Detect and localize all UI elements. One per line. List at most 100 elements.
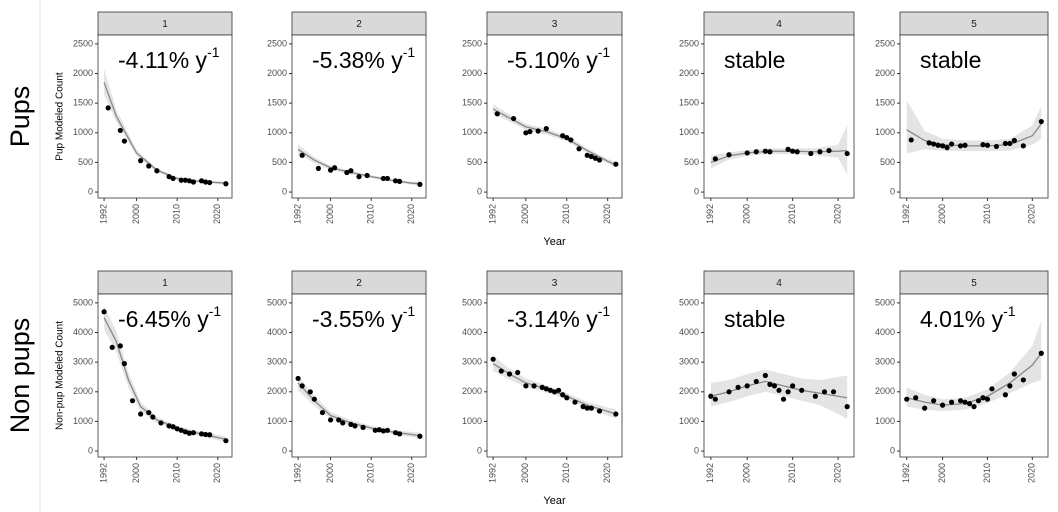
y-tick-label: 1000 [267, 416, 287, 426]
y-tick-label: 2000 [679, 386, 699, 396]
data-point [203, 179, 209, 185]
data-point [397, 431, 403, 437]
annotation-text: -4.11% y [118, 47, 208, 73]
data-point [174, 426, 180, 432]
y-tick-label: 1000 [875, 416, 895, 426]
y-tick-label: 5000 [462, 297, 482, 307]
strip-label: 5 [971, 278, 977, 289]
annotation: -4.11% y-1 [118, 44, 220, 73]
x-tick-label: 2020 [212, 204, 222, 224]
data-point [364, 172, 370, 179]
y-tick-label: 2000 [267, 68, 287, 78]
data-point [948, 141, 955, 147]
annotation-text: stable [724, 47, 785, 73]
data-point [613, 161, 619, 167]
x-tick-label: 2010 [982, 204, 992, 224]
x-tick-label: 2010 [366, 204, 376, 224]
y-tick-label: 1000 [462, 416, 482, 426]
panel [291, 34, 427, 199]
annotation-text: -5.10% y [507, 47, 598, 73]
data-point [592, 155, 599, 161]
data-point [830, 389, 837, 395]
data-point [780, 396, 787, 402]
confidence-band [710, 125, 848, 175]
data-point [966, 401, 973, 407]
x-tick-label: 1992 [488, 463, 498, 483]
data-point [572, 399, 578, 405]
data-point [190, 430, 197, 436]
y-axis-label: Non-pup Modeled Count [55, 321, 66, 430]
annotation: -5.10% y-1 [507, 44, 610, 73]
data-point [771, 383, 778, 389]
data-point [808, 150, 814, 157]
x-tick-label: 1992 [705, 463, 715, 483]
annotation: -6.45% y-1 [118, 303, 221, 332]
y-tick-label: 1000 [679, 416, 699, 426]
y-tick-label: 0 [477, 445, 482, 455]
data-point [376, 427, 382, 433]
data-point [535, 128, 541, 134]
data-point [904, 396, 910, 402]
data-point [844, 404, 850, 410]
data-point [527, 129, 533, 135]
panel [97, 293, 233, 458]
confidence-band [710, 369, 848, 419]
data-point [348, 168, 354, 174]
data-point [327, 417, 334, 423]
x-tick-label: 1992 [292, 204, 302, 224]
y-tick-label: 4000 [73, 327, 93, 337]
y-tick-label: 0 [890, 445, 895, 455]
x-axis-label: Year [543, 236, 566, 248]
data-point [762, 148, 768, 154]
x-tick-label: 2020 [406, 463, 416, 483]
annotation: -3.55% y-1 [312, 303, 415, 332]
fit-line [297, 148, 420, 185]
data-point [785, 146, 791, 152]
y-tick-label: 500 [272, 157, 287, 167]
data-point [826, 147, 832, 154]
strip-label: 2 [356, 278, 362, 289]
y-tick-label: 2000 [73, 386, 93, 396]
x-tick-label: 2010 [787, 204, 797, 224]
data-point [397, 178, 403, 185]
data-point [596, 408, 603, 414]
y-tick-label: 2000 [73, 68, 93, 78]
data-point [785, 389, 791, 395]
y-tick-label: 3000 [875, 357, 895, 367]
strip-label: 3 [552, 278, 558, 289]
data-point [971, 404, 977, 410]
x-tick-label: 2000 [131, 463, 141, 483]
data-point [926, 140, 932, 146]
data-point [299, 383, 305, 389]
x-tick-label: 1992 [488, 204, 498, 224]
data-point [360, 424, 366, 430]
data-point [1038, 350, 1044, 356]
y-tick-label: 4000 [267, 327, 287, 337]
x-tick-label: 2010 [366, 463, 376, 483]
data-point [190, 179, 197, 185]
x-tick-label: 2020 [1027, 463, 1037, 483]
data-point [957, 398, 964, 404]
annotation: stable [920, 47, 981, 73]
data-point [576, 146, 582, 152]
data-point [944, 145, 950, 151]
panel [97, 34, 233, 199]
data-point [1038, 118, 1044, 125]
data-point [588, 405, 594, 411]
data-point [744, 150, 750, 156]
y-tick-label: 2000 [462, 386, 482, 396]
strip-label: 4 [776, 278, 782, 289]
data-point [1011, 137, 1017, 144]
annotation-superscript: -1 [209, 303, 222, 319]
data-point [989, 386, 995, 392]
data-point [712, 396, 718, 402]
y-tick-label: 5000 [267, 297, 287, 307]
y-tick-label: 0 [694, 445, 699, 455]
y-tick-label: 0 [890, 186, 895, 196]
data-point [726, 152, 732, 158]
data-point [223, 181, 229, 187]
data-point [372, 427, 378, 433]
y-tick-label: 2000 [462, 68, 482, 78]
data-point [821, 389, 828, 395]
